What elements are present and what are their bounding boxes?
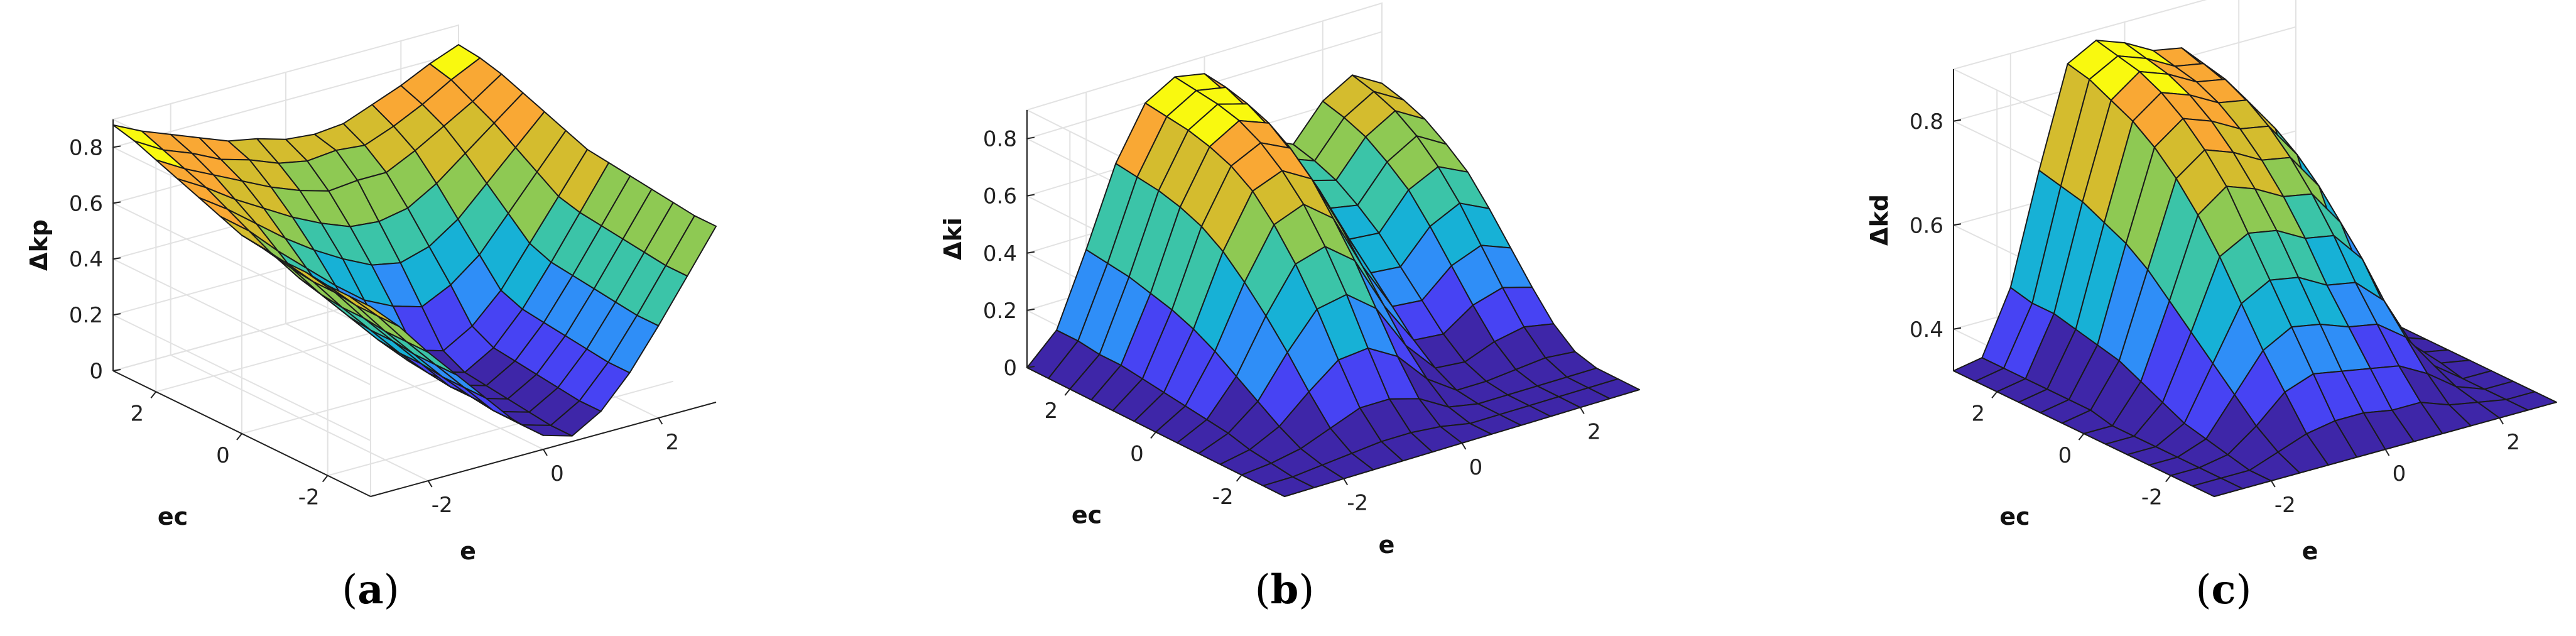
- x-axis-label: e: [2302, 537, 2318, 565]
- x-tick: [2499, 417, 2504, 425]
- panel-a: 0 0.2 0.4 0.6 0.8 -2 0 2 -2 0 2 Δkp ec e (a): [25, 24, 717, 613]
- x-tick: [1579, 407, 1585, 414]
- z-tick: [1953, 327, 1962, 330]
- z-tick-label: 0.4: [983, 241, 1017, 266]
- y-tick: [2165, 475, 2171, 483]
- x-tick-label: -2: [1347, 491, 1368, 516]
- z-tick-label: 0.6: [69, 191, 103, 216]
- x-axis-label: e: [460, 537, 476, 565]
- z-tick-label: 0.8: [69, 135, 103, 160]
- z-tick: [112, 369, 121, 371]
- tick-labels: 0.4 0.6 0.8 -2 0 2 -2 0 2 Δkd ec e: [1866, 109, 2520, 565]
- z-tick: [1953, 119, 1962, 122]
- z-tick: [112, 257, 121, 260]
- z-tick-label: 0.4: [1910, 317, 1943, 343]
- surface-patch: [2506, 391, 2557, 411]
- y-tick-label: -2: [2141, 485, 2163, 510]
- z-axis-label: Δkp: [25, 219, 53, 271]
- z-tick-label: 0: [89, 359, 103, 384]
- x-tick: [1343, 478, 1349, 486]
- y-tick: [322, 475, 329, 483]
- x-tick-label: 0: [550, 461, 564, 486]
- z-tick: [1026, 251, 1035, 254]
- y-tick: [150, 391, 157, 398]
- y-tick: [2078, 433, 2085, 441]
- x-tick-label: 2: [2506, 430, 2520, 455]
- y-tick: [1064, 388, 1071, 396]
- x-tick: [543, 449, 548, 456]
- y-axis-label: ec: [158, 503, 188, 530]
- z-tick: [112, 201, 121, 204]
- z-tick-label: 0.2: [983, 299, 1017, 324]
- y-axis-label: ec: [1999, 503, 2030, 530]
- x-tick: [427, 480, 433, 488]
- z-axis-label: Δkd: [1866, 194, 1893, 246]
- tick-labels: 0 0.2 0.4 0.6 0.8 -2 0 2 -2 0 2 Δki ec e: [939, 127, 1601, 559]
- z-tick: [112, 313, 121, 316]
- x-tick-label: 0: [1469, 455, 1483, 480]
- x-tick-label: -2: [432, 493, 453, 518]
- tick-labels: 0 0.2 0.4 0.6 0.8 -2 0 2 -2 0 2 Δkp ec e: [25, 135, 679, 565]
- z-tick-label: 0.4: [69, 247, 103, 272]
- panel-caption-letter: c: [2212, 566, 2236, 613]
- z-tick-label: 0: [1003, 356, 1017, 381]
- x-gridline: [170, 104, 429, 481]
- y-tick-label: -2: [298, 485, 320, 510]
- y-tick-label: 0: [2058, 443, 2072, 468]
- z-tick: [1026, 194, 1035, 197]
- y-tick-label: 2: [1971, 401, 1985, 426]
- surface: [112, 44, 717, 437]
- panel-caption: (b): [1255, 566, 1315, 613]
- y-tick-label: 0: [216, 443, 230, 468]
- z-axis-label: Δki: [939, 217, 967, 260]
- y-axis-label: ec: [1072, 502, 1102, 529]
- panel-c: 0.4 0.6 0.8 -2 0 2 -2 0 2 Δkd ec e (c): [1866, 0, 2557, 613]
- z-tick: [1026, 308, 1035, 311]
- z-tick-label: 0.2: [69, 303, 103, 328]
- z-tick: [1026, 136, 1035, 140]
- surface-patch: [1587, 378, 1640, 400]
- y-tick-label: 2: [131, 401, 144, 426]
- x-tick-label: 2: [666, 430, 680, 455]
- x-tick-label: 2: [1587, 419, 1601, 444]
- panel-caption: (a): [342, 566, 399, 613]
- x-tick-label: 0: [2393, 461, 2406, 486]
- x-tick: [2384, 449, 2390, 456]
- z-tick: [1953, 223, 1962, 226]
- y-tick: [1236, 474, 1242, 482]
- y-tick: [1150, 431, 1156, 439]
- z-tick: [112, 145, 121, 148]
- y-tick: [236, 433, 242, 441]
- x-tick: [2270, 480, 2276, 488]
- surface: [1953, 40, 2557, 497]
- panel-caption-letter: b: [1271, 566, 1299, 613]
- y-tick-label: 2: [1045, 398, 1058, 424]
- y-tick-label: -2: [1212, 485, 1234, 510]
- x-tick: [1461, 442, 1467, 450]
- z-tick-label: 0.6: [1910, 213, 1943, 238]
- surface: [1026, 73, 1640, 497]
- z-tick-label: 0.6: [983, 184, 1017, 209]
- z-tick: [1026, 366, 1035, 368]
- x-tick-label: -2: [2274, 493, 2296, 518]
- y-tick: [1991, 391, 1997, 398]
- x-tick: [658, 417, 663, 425]
- z-tick-label: 0.8: [1910, 109, 1943, 134]
- z-tick-label: 0.8: [983, 127, 1017, 152]
- x-axis-label: e: [1379, 531, 1395, 559]
- surface-patch: [665, 215, 717, 277]
- y-tick-label: 0: [1130, 442, 1144, 467]
- panel-caption-letter: a: [357, 566, 383, 613]
- panel-caption: (c): [2196, 566, 2252, 613]
- panel-b: 0 0.2 0.4 0.6 0.8 -2 0 2 -2 0 2 Δki ec e (b): [939, 2, 1640, 613]
